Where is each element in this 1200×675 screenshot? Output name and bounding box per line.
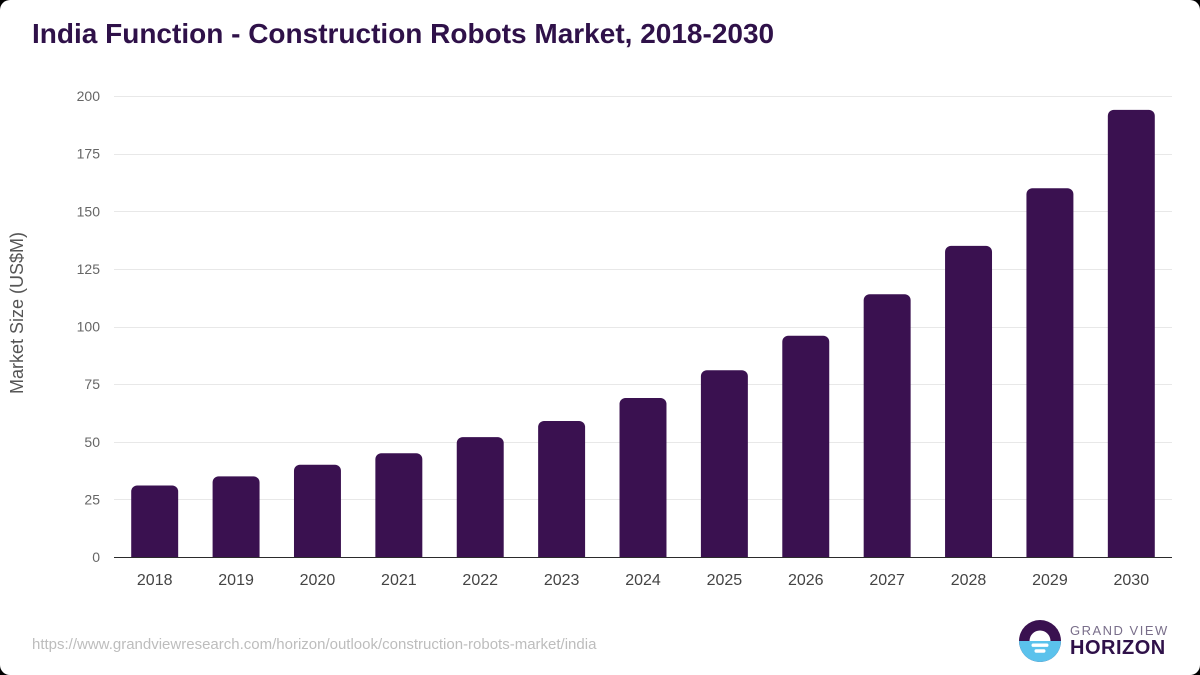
svg-text:2026: 2026 (788, 572, 824, 589)
svg-text:2020: 2020 (300, 572, 336, 589)
svg-text:2022: 2022 (462, 572, 498, 589)
svg-text:2021: 2021 (381, 572, 417, 589)
svg-text:0: 0 (92, 549, 100, 565)
svg-text:75: 75 (84, 376, 100, 392)
svg-text:100: 100 (77, 319, 101, 335)
svg-text:2027: 2027 (869, 572, 905, 589)
svg-text:2019: 2019 (218, 572, 254, 589)
svg-text:25: 25 (84, 491, 100, 507)
svg-text:2018: 2018 (137, 572, 173, 589)
svg-text:2025: 2025 (707, 572, 743, 589)
svg-text:2028: 2028 (951, 572, 987, 589)
svg-text:50: 50 (84, 434, 100, 450)
svg-text:2023: 2023 (544, 572, 580, 589)
svg-text:2030: 2030 (1114, 572, 1150, 589)
svg-text:2029: 2029 (1032, 572, 1068, 589)
svg-text:150: 150 (77, 203, 101, 219)
svg-text:175: 175 (77, 146, 101, 162)
svg-text:125: 125 (77, 261, 101, 277)
svg-text:2024: 2024 (625, 572, 661, 589)
svg-text:200: 200 (77, 88, 101, 104)
